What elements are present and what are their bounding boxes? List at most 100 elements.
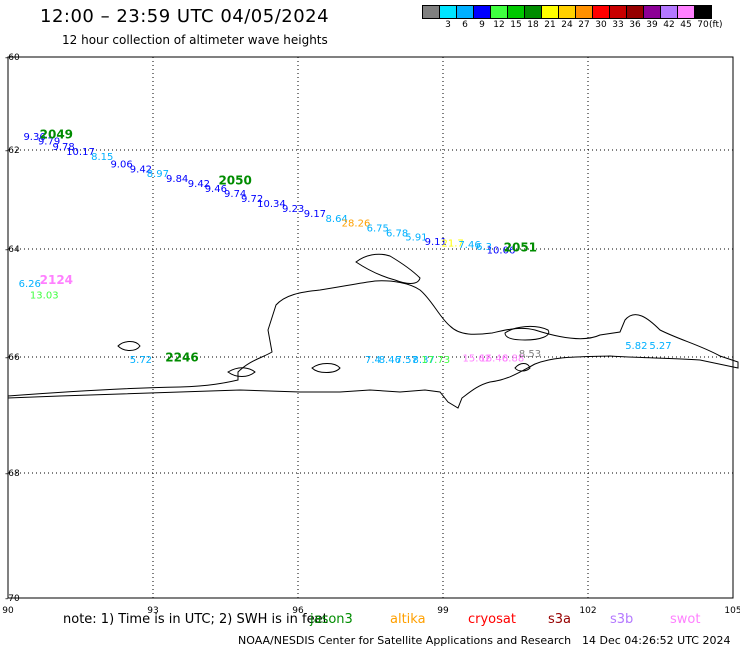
coastline-main xyxy=(7,280,739,409)
lon-tick-label: 90 xyxy=(2,606,14,616)
satellite-s3a: s3a xyxy=(548,612,572,627)
lat-tick-label: -60 xyxy=(5,53,20,63)
wave-height-label: 28.26 xyxy=(342,219,371,230)
legend-label: 39 xyxy=(646,20,658,30)
generated-timestamp: 14 Dec 04:26:52 UTC 2024 xyxy=(582,634,731,647)
legend-label: 33 xyxy=(612,20,624,30)
lat-tick-label: -68 xyxy=(5,469,20,479)
lon-tick-label: 102 xyxy=(579,606,596,616)
wave-height-label: 10.06 xyxy=(487,245,516,256)
map-subtitle: 12 hour collection of altimeter wave hei… xyxy=(62,33,328,47)
wave-height-label: 8.64 xyxy=(326,214,348,225)
color-scale-legend: 3 6 9 12 15 18 21 24 27 30 33 36 39 42 45 70 (ft) xyxy=(422,5,728,30)
wave-height-label: 9.42 xyxy=(188,179,210,190)
wave-height-label: 9.23 xyxy=(282,204,304,215)
wave-height-label: 5.82 xyxy=(625,341,647,352)
lon-tick-label: 93 xyxy=(147,606,158,616)
legend-label: 27 xyxy=(578,20,590,30)
wave-height-label: 10.17 xyxy=(66,147,95,158)
wave-height-label: 9.78 xyxy=(52,142,74,153)
legend-label: 12 xyxy=(493,20,505,30)
wave-height-label: 16.46 xyxy=(479,354,508,365)
wave-height-label: 9.11 xyxy=(425,237,447,248)
coastline-island xyxy=(117,341,141,351)
lon-tick-label: 105 xyxy=(724,606,740,616)
pass-time-label: 2050 xyxy=(218,174,251,188)
wave-height-label: 9.17 xyxy=(304,209,326,220)
wave-height-label: 9.84 xyxy=(166,174,188,185)
wave-height-label: 7.57 xyxy=(396,355,418,366)
satellite-s3b: s3b xyxy=(610,612,634,627)
wave-height-label: 7.46 xyxy=(458,240,480,251)
legend-swatch: 9 xyxy=(473,5,491,30)
legend-unit: (ft) xyxy=(709,20,723,30)
legend-label: 15 xyxy=(510,20,522,30)
legend-label: 70 xyxy=(697,20,709,30)
wave-height-label: 8.53 xyxy=(519,349,541,360)
satellite-cryosat: cryosat xyxy=(468,612,516,627)
plot-frame xyxy=(7,56,734,599)
pass-time-label: 2051 xyxy=(504,241,537,255)
wave-height-label: 15.62 xyxy=(463,354,492,365)
legend-label: 21 xyxy=(544,20,556,30)
lon-tick-label: 99 xyxy=(437,606,449,616)
wave-height-label: 9.74 xyxy=(224,189,246,200)
wave-height-label: 5.72 xyxy=(130,355,152,366)
wave-height-label: 9.42 xyxy=(130,164,152,175)
coastline-island xyxy=(355,253,421,284)
wave-height-label: 8.97 xyxy=(147,169,169,180)
legend-swatch: 24 xyxy=(558,5,576,30)
wave-height-label: 9.36 xyxy=(23,132,45,143)
satellite-swot: swot xyxy=(670,612,701,627)
lat-tick-label: -70 xyxy=(5,594,20,604)
wave-height-label: 6.75 xyxy=(367,224,389,235)
wave-height-label: 9.79 xyxy=(38,136,60,147)
coastline-island xyxy=(504,325,550,341)
lat-tick-label: -66 xyxy=(5,353,20,363)
coastline-island xyxy=(311,363,341,373)
satellite-altika: altika xyxy=(390,612,426,627)
wave-height-label: 9.72 xyxy=(241,194,263,205)
wave-height-label: 6.78 xyxy=(386,229,408,240)
wave-height-label: 5.91 xyxy=(405,233,427,244)
legend-label: 9 xyxy=(479,20,485,30)
map-title: 12:00 – 23:59 UTC 04/05/2024 xyxy=(40,6,330,27)
lon-tick-label: 96 xyxy=(292,606,304,616)
legend-swatch: 45 xyxy=(677,5,695,30)
pass-time-label: 2246 xyxy=(165,351,198,365)
legend-label: 6 xyxy=(462,20,468,30)
coastline-island xyxy=(227,367,256,377)
pass-time-label: 2124 xyxy=(40,273,73,287)
lat-tick-label: -64 xyxy=(5,245,20,255)
legend-label: 45 xyxy=(680,20,692,30)
wave-height-label: 8.88 xyxy=(502,354,524,365)
wave-height-label: 7.4 xyxy=(365,355,381,366)
satellite-jason3: jason3 xyxy=(310,612,353,627)
wave-height-label: 8.15 xyxy=(91,152,113,163)
legend-swatch: 30 xyxy=(592,5,610,30)
legend-swatch: 70 xyxy=(694,5,712,30)
wave-height-label: 21.7 xyxy=(442,239,464,250)
legend-label: 24 xyxy=(561,20,573,30)
footer-note: note: 1) Time is in UTC; 2) SWH is in fe… xyxy=(63,612,328,627)
wave-height-label: 6.26 xyxy=(19,279,41,290)
pass-time-label: 2049 xyxy=(40,127,73,141)
legend-label: 30 xyxy=(595,20,607,30)
wave-height-label: 8.46 xyxy=(379,355,401,366)
legend-swatch: 27 xyxy=(575,5,593,30)
wave-height-label: 17.73 xyxy=(421,355,450,366)
wave-height-label: 5.27 xyxy=(649,341,671,352)
legend-label: 36 xyxy=(629,20,641,30)
legend-label: 18 xyxy=(527,20,539,30)
lat-tick-label: -62 xyxy=(5,146,20,156)
coastline-island xyxy=(514,363,531,372)
wave-height-label: 10.34 xyxy=(257,199,286,210)
wave-height-label: 9.46 xyxy=(205,184,227,195)
wave-height-label: 8.37 xyxy=(413,355,435,366)
legend-label: 3 xyxy=(445,20,451,30)
wave-height-label: 9.06 xyxy=(110,159,132,170)
credit-text: NOAA/NESDIS Center for Satellite Applica… xyxy=(238,634,572,647)
wave-height-label: 13.03 xyxy=(30,291,59,302)
